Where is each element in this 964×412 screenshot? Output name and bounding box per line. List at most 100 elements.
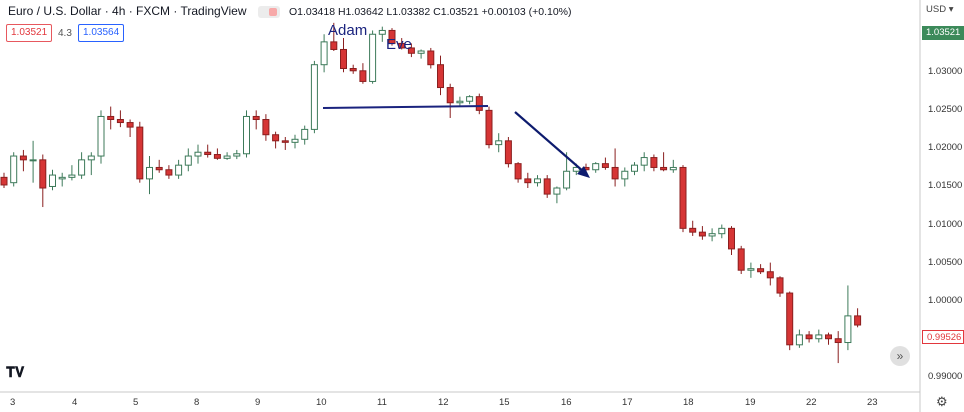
- price-tick-label: 1.01500: [928, 180, 963, 192]
- candle: [543, 175, 551, 198]
- candle: [146, 156, 153, 195]
- candle-body: [844, 315, 852, 344]
- candle: [194, 144, 202, 164]
- candle-body: [466, 96, 474, 102]
- candle-body: [0, 176, 8, 186]
- candle-body: [592, 163, 600, 171]
- candle-body: [495, 140, 503, 146]
- candle-body: [107, 115, 115, 121]
- candle-body: [660, 166, 668, 171]
- candle: [107, 106, 115, 130]
- candle-body: [504, 140, 512, 165]
- candle-body: [204, 151, 212, 156]
- candle-body: [320, 41, 328, 66]
- candle-body: [388, 29, 396, 44]
- candle-body: [737, 248, 745, 271]
- candle: [320, 34, 328, 73]
- candle-body: [795, 334, 803, 346]
- candle: [68, 165, 76, 181]
- chart-legend: Euro / U.S. Dollar · 4h · FXCM · Trading…: [8, 4, 572, 18]
- currency-label: USD: [926, 4, 947, 15]
- candle-body: [437, 64, 444, 89]
- candle: [611, 148, 619, 187]
- candle: [310, 60, 318, 134]
- candle: [330, 22, 338, 51]
- candle: [97, 110, 105, 164]
- candle-body: [378, 29, 386, 35]
- candle-body: [825, 334, 832, 340]
- candle-body: [49, 174, 56, 187]
- candle-body: [359, 70, 367, 82]
- candle: [524, 172, 532, 189]
- candle: [621, 167, 629, 187]
- candle: [718, 224, 726, 239]
- candle-body: [854, 315, 862, 326]
- candle-body: [611, 166, 619, 180]
- candle: [388, 28, 396, 46]
- candle: [446, 83, 454, 118]
- candle-body: [184, 155, 192, 166]
- candle: [272, 131, 280, 149]
- candle: [854, 308, 862, 328]
- candle: [485, 106, 493, 149]
- candle-body: [165, 169, 173, 176]
- candle-body: [543, 178, 551, 195]
- candle-body: [834, 338, 842, 344]
- candle: [369, 30, 377, 84]
- candle: [301, 125, 309, 145]
- candle: [427, 47, 435, 69]
- candle: [815, 329, 823, 343]
- candle: [19, 149, 27, 172]
- time-tick-label: 11: [377, 397, 387, 408]
- candle: [504, 137, 512, 168]
- scroll-to-realtime-icon[interactable]: »: [890, 346, 910, 366]
- candle-body: [19, 155, 27, 161]
- candle: [39, 154, 47, 208]
- candle-body: [272, 134, 280, 142]
- candle-body: [262, 119, 270, 136]
- time-tick-label: 10: [316, 397, 327, 408]
- buy-button[interactable]: 1.03564: [78, 24, 125, 42]
- candle: [466, 95, 474, 105]
- candle: [631, 162, 638, 176]
- candle-body: [631, 164, 638, 172]
- tradingview-logo-icon[interactable]: 𝐓𝐕: [6, 364, 25, 380]
- symbol-title[interactable]: Euro / U.S. Dollar · 4h · FXCM · Trading…: [8, 4, 247, 18]
- candle-body: [640, 157, 648, 166]
- candle-body: [456, 100, 464, 104]
- currency-selector[interactable]: USD ▾: [926, 4, 953, 15]
- candle: [553, 186, 561, 204]
- candle: [844, 285, 852, 351]
- candle-body: [514, 163, 522, 180]
- candle-body: [689, 227, 697, 233]
- candle-body: [776, 277, 784, 294]
- candle-body: [116, 119, 124, 124]
- candle: [165, 165, 173, 179]
- candle-body: [233, 153, 241, 157]
- candle: [136, 121, 144, 183]
- time-tick-label: 5: [133, 397, 139, 408]
- candle-body: [126, 122, 134, 128]
- chevron-down-icon: ▾: [948, 4, 954, 15]
- candle-body: [534, 178, 541, 184]
- candle: [0, 172, 8, 189]
- sell-button[interactable]: 1.03521: [6, 24, 53, 42]
- candle: [349, 64, 357, 74]
- time-tick-label: 12: [438, 397, 449, 408]
- candle: [834, 331, 842, 364]
- gear-icon[interactable]: ⚙: [936, 394, 948, 409]
- price-tick-label: 1.02000: [928, 142, 963, 154]
- candle: [340, 38, 347, 73]
- candle-body: [407, 47, 415, 54]
- candle-body: [243, 115, 250, 155]
- candle: [398, 38, 406, 50]
- candle: [592, 162, 600, 173]
- time-tick-label: 3: [10, 397, 16, 408]
- candle-body: [786, 292, 794, 346]
- candle-body: [291, 138, 299, 143]
- candle-body: [417, 50, 425, 54]
- candle-body: [563, 170, 571, 189]
- marker-price-tag: 0.99526: [922, 329, 964, 344]
- candle: [737, 245, 745, 275]
